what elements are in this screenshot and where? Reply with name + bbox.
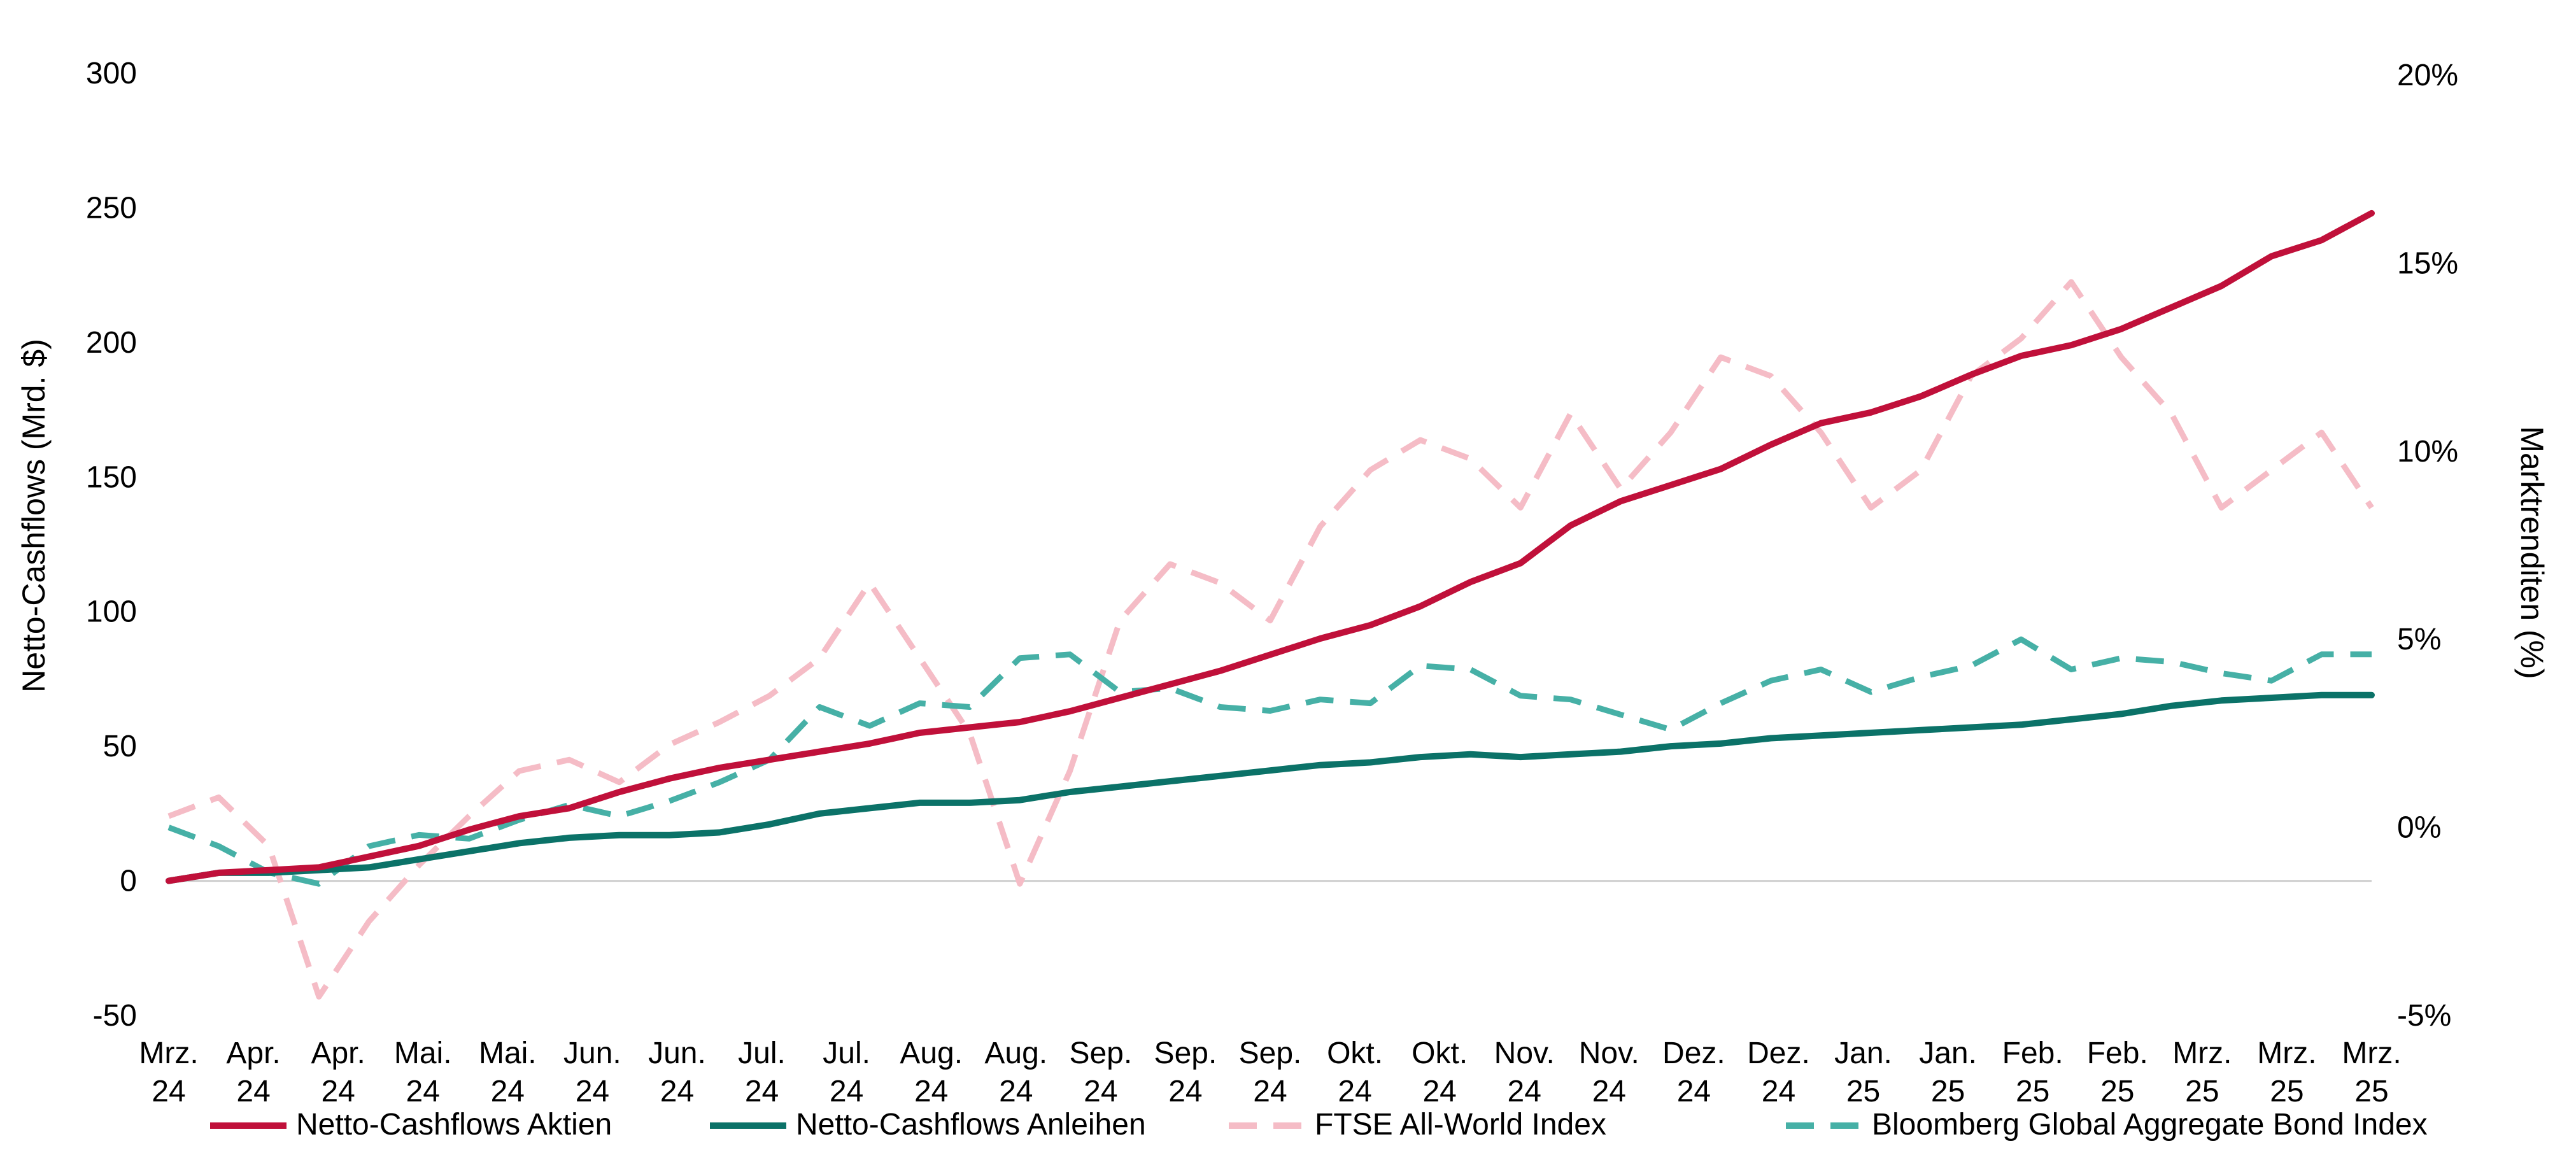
series-line-1	[166, 209, 2375, 884]
x-tick-label: Feb. 25	[2002, 1036, 2063, 1108]
y-left-tick-label: 150	[86, 460, 137, 494]
series-line-2	[166, 691, 2375, 884]
x-tick-label: Feb. 25	[2087, 1036, 2148, 1108]
x-tick-label: Okt. 24	[1412, 1036, 1468, 1108]
y-right-tick-label: 0%	[2397, 811, 2441, 845]
series-line-4	[167, 636, 2372, 887]
y-left-tick-label: 250	[86, 191, 137, 225]
x-tick-label: Apr. 24	[226, 1036, 280, 1108]
y-right-tick-label: 5%	[2397, 623, 2441, 656]
x-tick-label: Dez. 24	[1662, 1036, 1725, 1108]
y-axis-right-ticks: 20% 15% 10% 5% 0% -5%	[2397, 59, 2458, 1033]
y-left-tick-label: 0	[120, 865, 137, 898]
x-tick-label: Sep. 24	[1154, 1036, 1217, 1108]
series-line-3	[167, 279, 2374, 1000]
x-tick-label: Jul. 24	[738, 1036, 786, 1108]
x-tick-label: Mrz. 25	[2257, 1036, 2316, 1108]
series-layer	[166, 209, 2375, 1000]
x-tick-label: Mrz. 24	[139, 1036, 198, 1108]
legend: Netto-Cashflows Aktien Netto-Cashflows An…	[210, 1108, 2428, 1142]
x-tick-label: Sep. 24	[1239, 1036, 1302, 1108]
x-tick-label: Jan. 25	[1919, 1036, 1977, 1108]
x-tick-label: Aug. 24	[900, 1036, 963, 1108]
legend-label-2: Netto-Cashflows Anleihen	[796, 1108, 1146, 1142]
legend-label-3: FTSE All-World Index	[1315, 1108, 1606, 1142]
x-tick-label: Nov. 24	[1494, 1036, 1555, 1108]
legend-label-1: Netto-Cashflows Aktien	[296, 1108, 612, 1142]
x-axis-ticks: Mrz. 24 Apr. 24 Apr. 24 Mai. 24 Mai. 24 Jun. 24 Jun.…	[139, 1036, 2401, 1108]
x-tick-label: Nov. 24	[1579, 1036, 1639, 1108]
x-tick-label: Jun. 24	[563, 1036, 621, 1108]
x-tick-label: Mai. 24	[394, 1036, 452, 1108]
y-left-tick-label: 100	[86, 595, 137, 629]
y-left-tick-label: 300	[86, 57, 137, 90]
legend-label-4: Bloomberg Global Aggregate Bond Index	[1872, 1108, 2428, 1142]
x-tick-label: Mai. 24	[479, 1036, 537, 1108]
x-tick-label: Jul. 24	[823, 1036, 870, 1108]
x-tick-label: Mrz. 25	[2342, 1036, 2401, 1108]
y-axis-left-ticks: 300 250 200 150 100 50 0 -50	[86, 57, 137, 1033]
x-tick-label: Apr. 24	[311, 1036, 365, 1108]
y-axis-left-title: Netto-Cashflows (Mrd. $)	[16, 339, 52, 693]
x-tick-label: Dez. 24	[1747, 1036, 1810, 1108]
y-right-tick-label: -5%	[2397, 999, 2451, 1033]
x-tick-label: Jun. 24	[648, 1036, 706, 1108]
x-tick-label: Okt. 24	[1327, 1036, 1383, 1108]
x-tick-label: Sep. 24	[1069, 1036, 1132, 1108]
y-left-tick-label: -50	[93, 999, 137, 1033]
y-left-tick-label: 200	[86, 326, 137, 360]
y-right-tick-label: 20%	[2397, 59, 2458, 92]
y-left-tick-label: 50	[103, 730, 137, 763]
y-right-tick-label: 15%	[2397, 246, 2458, 280]
x-tick-label: Jan. 25	[1834, 1036, 1892, 1108]
y-axis-right-title: Marktrenditen (%)	[2514, 426, 2550, 679]
x-tick-label: Aug. 24	[984, 1036, 1047, 1108]
y-right-tick-label: 10%	[2397, 435, 2458, 469]
x-tick-label: Mrz. 25	[2172, 1036, 2232, 1108]
